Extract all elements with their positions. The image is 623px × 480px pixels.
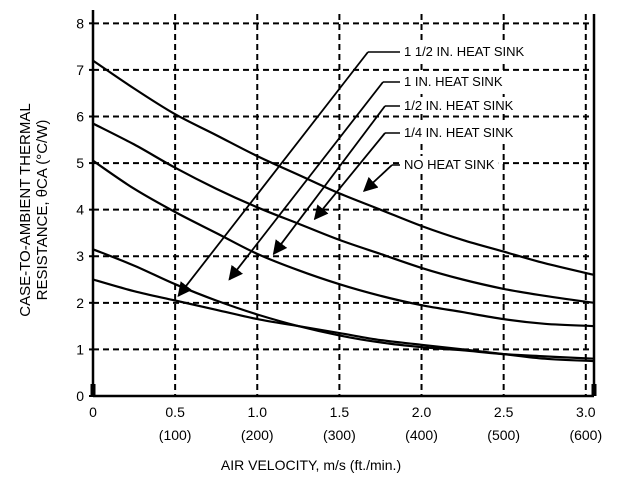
series-line-3 bbox=[92, 248, 595, 360]
annotation-label-bg-4 bbox=[402, 156, 499, 173]
x-tick-sublabel-2.0: (400) bbox=[405, 427, 438, 443]
y-tick-label-5: 5 bbox=[76, 155, 84, 171]
series-group bbox=[92, 59, 595, 363]
series-line-0 bbox=[92, 59, 595, 276]
annotation-arrow-4 bbox=[362, 164, 393, 193]
x-tick-sublabel-1.5: (300) bbox=[323, 427, 356, 443]
y-tick-label-7: 7 bbox=[76, 62, 84, 78]
y-tick-label-2: 2 bbox=[76, 295, 84, 311]
y-tick-label-1: 1 bbox=[76, 341, 84, 357]
y-axis-title-line2: RESISTANCE, θCA (°C/W) bbox=[34, 120, 51, 301]
annotation-label-bg-0 bbox=[402, 43, 551, 60]
annotation-label-2: 1/2 IN. HEAT SINK bbox=[404, 98, 514, 113]
x-tick-label-1.5: 1.5 bbox=[330, 404, 350, 420]
x-tick-sublabel-0.5: (100) bbox=[159, 427, 192, 443]
y-tick-label-6: 6 bbox=[76, 108, 84, 124]
annotation-label-bg-3 bbox=[402, 124, 536, 141]
annotation-label-bg-1 bbox=[402, 73, 521, 90]
y-axis-title-line1: CASE-TO-AMBIENT THERMAL bbox=[17, 103, 34, 316]
annotation-arrow-3 bbox=[313, 132, 386, 221]
y-tick-label-4: 4 bbox=[76, 202, 84, 218]
x-tick-sublabel-1.0: (200) bbox=[241, 427, 274, 443]
x-tick-sublabel-2.5: (500) bbox=[487, 427, 520, 443]
annotation-label-0: 1 1/2 IN. HEAT SINK bbox=[404, 44, 525, 59]
series-line-1 bbox=[92, 122, 595, 304]
annotations-group: 1 1/2 IN. HEAT SINK 1 IN. HEAT SINK 1/2 IN… bbox=[177, 43, 551, 297]
plot-frame bbox=[90, 10, 597, 398]
x-tick-label-2.5: 2.5 bbox=[494, 404, 514, 420]
annotation-label-3: 1/4 IN. HEAT SINK bbox=[404, 125, 514, 140]
y-tick-label-8: 8 bbox=[76, 15, 84, 31]
annotation-label-4: NO HEAT SINK bbox=[404, 157, 495, 172]
series-line-2 bbox=[92, 159, 595, 328]
x-tick-label-0: 0 bbox=[89, 404, 97, 420]
annotation-arrow-0 bbox=[177, 51, 369, 297]
x-tick-label-1.0: 1.0 bbox=[248, 404, 268, 420]
x-tick-label-3.0: 3.0 bbox=[576, 404, 596, 420]
x-tick-label-2.0: 2.0 bbox=[412, 404, 432, 420]
y-tick-label-0: 0 bbox=[76, 388, 84, 404]
y-tick-label-3: 3 bbox=[76, 248, 84, 264]
x-tick-label-0.5: 0.5 bbox=[165, 404, 185, 420]
x-axis-title: AIR VELOCITY, m/s (ft./min.) bbox=[221, 457, 401, 473]
annotation-label-bg-2 bbox=[402, 97, 536, 114]
series-line-4 bbox=[92, 278, 595, 363]
annotation-arrow-1 bbox=[228, 81, 384, 281]
x-tick-sublabel-3.0: (600) bbox=[569, 427, 602, 443]
annotation-label-1: 1 IN. HEAT SINK bbox=[404, 74, 503, 89]
ticks-group: 0 1 2 3 4 5 6 7 8 0 0.5 (100) 1.0 (200) 1.5 (300) 2.0 (40… bbox=[76, 15, 602, 443]
grid-lines bbox=[93, 14, 594, 396]
annotation-arrow-2 bbox=[272, 105, 386, 256]
